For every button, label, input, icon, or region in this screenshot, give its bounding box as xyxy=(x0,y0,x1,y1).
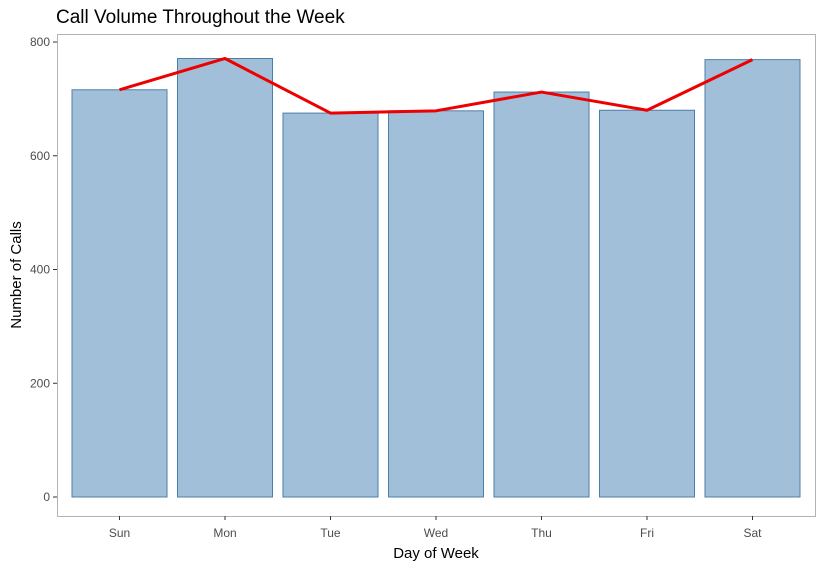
bar-wed xyxy=(388,110,484,498)
y-tick-label: 400 xyxy=(30,263,50,277)
y-tick-label: 800 xyxy=(30,35,50,49)
x-tick-label: Mon xyxy=(213,526,236,540)
y-axis-title: Number of Calls xyxy=(8,221,25,329)
y-tick-label: 0 xyxy=(43,490,50,504)
bar-fri xyxy=(599,109,695,498)
y-tick-label: 200 xyxy=(30,376,50,390)
x-tick-label: Fri xyxy=(640,526,654,540)
x-tick-label: Sun xyxy=(109,526,130,540)
trend-line xyxy=(119,56,754,115)
bar-mon xyxy=(177,57,273,498)
bars-layer xyxy=(71,57,801,498)
trend-line-layer xyxy=(119,56,754,115)
bar-sun xyxy=(71,89,168,498)
x-tick-label: Tue xyxy=(320,526,341,540)
x-axis: Sun Mon Tue Wed Thu Fri Sat xyxy=(109,516,762,540)
bar-thu xyxy=(493,91,590,498)
bar-sat xyxy=(704,59,801,498)
x-tick-label: Thu xyxy=(531,526,552,540)
chart-title: Call Volume Throughout the Week xyxy=(56,7,345,28)
x-axis-title: Day of Week xyxy=(393,545,479,562)
y-tick-label: 600 xyxy=(30,149,50,163)
y-axis: 0 200 400 600 800 xyxy=(30,35,57,504)
x-tick-label: Wed xyxy=(424,526,448,540)
x-tick-label: Sat xyxy=(743,526,762,540)
bar-tue xyxy=(282,112,379,498)
